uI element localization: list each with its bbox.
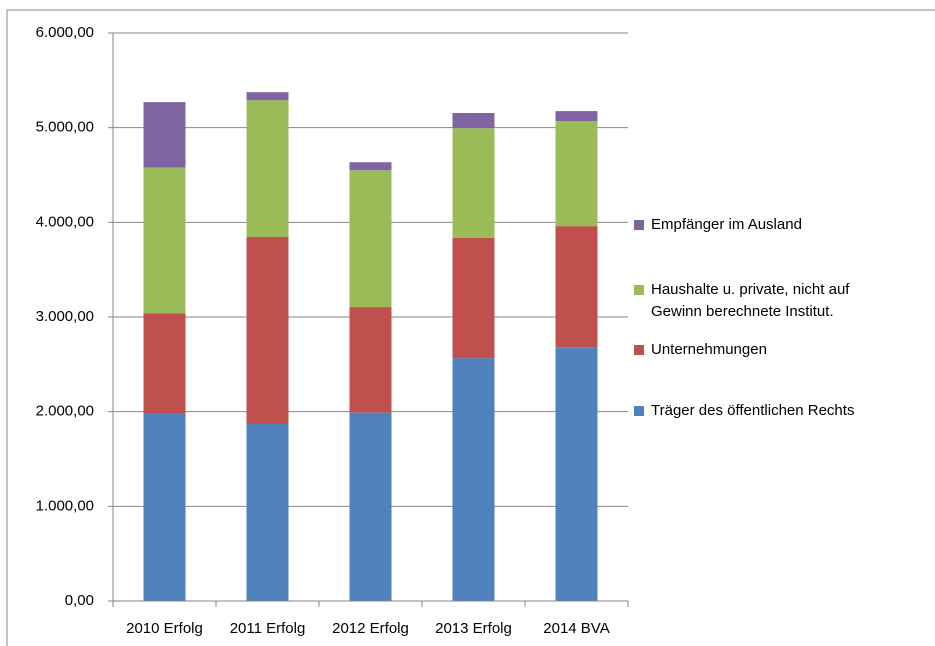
y-tick-label: 3.000,00 (36, 308, 94, 325)
bar-segment (349, 162, 392, 171)
x-tick-label: 2010 Erfolg (126, 620, 203, 637)
y-tick-label: 2.000,00 (36, 403, 94, 420)
bar-segment (349, 412, 392, 601)
y-tick-label: 4.000,00 (36, 213, 94, 230)
y-tick-label: 1.000,00 (36, 497, 94, 514)
bar-segment (452, 237, 495, 359)
y-tick-label: 0,00 (65, 592, 94, 609)
bar-segment (246, 92, 289, 101)
bar-segment (555, 347, 598, 601)
bar-segment (452, 112, 495, 129)
bar-segment (555, 111, 598, 122)
y-tick-label: 5.000,00 (36, 119, 94, 136)
bar-segment (555, 121, 598, 227)
bar-segment (349, 170, 392, 308)
bar-segment (143, 413, 186, 601)
bar-segment (246, 423, 289, 601)
legend-swatch (634, 406, 644, 416)
bar-segment (246, 100, 289, 238)
legend-item: Empfänger im Ausland (634, 214, 926, 236)
legend-swatch (634, 220, 644, 230)
chart-border (6, 9, 935, 646)
bar-segment (349, 307, 392, 413)
bar-segment (452, 358, 495, 601)
bar-segment (143, 313, 186, 414)
y-tick-label: 6.000,00 (36, 24, 94, 41)
x-tick-label: 2012 Erfolg (332, 620, 409, 637)
legend-label: Empfänger im Ausland (651, 216, 802, 233)
bar-segment (246, 237, 289, 424)
bar-segment (143, 102, 186, 168)
legend-label: Träger des öffentlichen Rechts (651, 402, 855, 419)
bar-segment (143, 167, 186, 314)
legend-swatch (634, 285, 644, 295)
legend-item: Träger des öffentlichen Rechts (634, 400, 926, 422)
x-tick-label: 2013 Erfolg (435, 620, 512, 637)
x-tick-label: 2014 BVA (543, 620, 609, 637)
bar-segment (555, 226, 598, 348)
legend-label: Haushalte u. private, nicht auf Gewinn b… (651, 281, 850, 320)
legend-item: Unternehmungen (634, 339, 926, 361)
x-tick-label: 2011 Erfolg (230, 620, 306, 637)
legend-item: Haushalte u. private, nicht auf Gewinn b… (634, 279, 896, 323)
legend-swatch (634, 345, 644, 355)
legend-label: Unternehmungen (651, 341, 767, 358)
bar-segment (452, 128, 495, 238)
